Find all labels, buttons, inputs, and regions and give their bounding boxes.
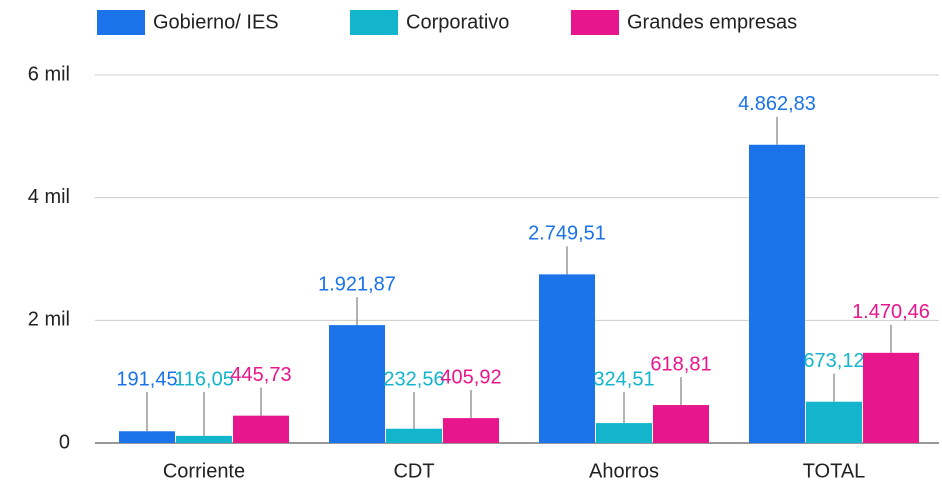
legend-swatch (350, 10, 398, 35)
data-label: 405,92 (440, 366, 501, 388)
data-label: 4.862,83 (738, 93, 816, 115)
legend-label: Gobierno/ IES (153, 11, 279, 33)
data-label: 618,81 (650, 353, 711, 375)
x-tick-label: Corriente (163, 460, 245, 482)
data-label: 1.921,87 (318, 273, 396, 295)
x-tick-label: CDT (393, 460, 434, 482)
bar (233, 415, 289, 443)
bar (653, 405, 709, 443)
bar (176, 435, 232, 443)
legend-label: Corporativo (406, 11, 509, 33)
y-tick-label: 0 (59, 431, 70, 453)
y-tick-label: 6 mil (28, 63, 70, 85)
data-label: 673,12 (803, 350, 864, 372)
x-tick-label: TOTAL (803, 460, 866, 482)
y-tick-label: 4 mil (28, 186, 70, 208)
bar (806, 401, 862, 443)
bar (443, 418, 499, 443)
y-tick-label: 2 mil (28, 309, 70, 331)
data-label: 116,05 (174, 368, 234, 390)
bar (596, 423, 652, 443)
data-label: 232,56 (383, 368, 444, 390)
bar (329, 325, 385, 443)
bar (119, 431, 175, 443)
bar (863, 352, 919, 443)
data-label: 1.470,46 (852, 301, 930, 323)
legend-swatch (97, 10, 145, 35)
data-label: 445,73 (230, 364, 291, 386)
bar (749, 144, 805, 443)
legend-swatch (571, 10, 619, 35)
bar (386, 428, 442, 443)
data-label: 2.749,51 (528, 223, 606, 245)
legend-label: Grandes empresas (627, 11, 797, 33)
data-label: 324,51 (593, 368, 654, 390)
bar (539, 274, 595, 443)
data-label: 191,45 (116, 368, 177, 390)
x-tick-label: Ahorros (589, 460, 659, 482)
